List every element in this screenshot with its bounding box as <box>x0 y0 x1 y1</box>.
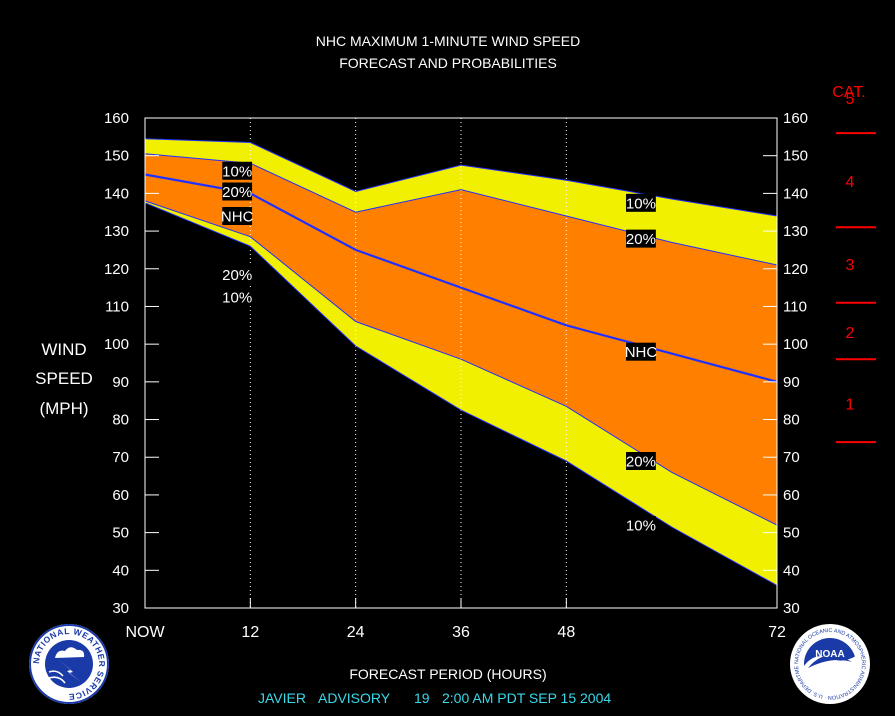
advisory-number: 19 <box>414 690 430 706</box>
y-axis-left: 30 40 50 60 70 80 90 100 110 120 130 140 150 160 <box>104 110 159 617</box>
lightning-icon <box>59 660 81 682</box>
band-upper-10pct <box>145 138 777 265</box>
plot-area: 10% 20% NHC 20% 10% 10% 20% NHC 20% 10% <box>144 117 778 609</box>
x-tick-label: 36 <box>452 624 470 641</box>
x-tick-label: 24 <box>347 624 365 641</box>
grid-lines <box>249 118 567 608</box>
y-tick-label-left: 30 <box>112 600 129 617</box>
series-line-upper-10pct <box>144 138 778 217</box>
nws-logo-inner-border <box>29 624 109 704</box>
y-axis-title-line3: (MPH) <box>39 399 88 418</box>
y-tick-label-left: 120 <box>104 261 129 278</box>
series-label-bg <box>222 182 253 201</box>
y-tick-label-left: 130 <box>104 223 129 240</box>
y-tick-label-left: 90 <box>112 374 129 391</box>
category-label-3: 3 <box>846 257 855 274</box>
y-tick-label-left: 40 <box>112 562 129 579</box>
series-label-nhc: NHC <box>221 209 254 226</box>
series-label-20pct: 20% <box>626 231 656 248</box>
series-label-bg <box>626 452 656 470</box>
series-label-bg <box>222 207 253 225</box>
x-tick-label: 48 <box>557 624 575 641</box>
series-labels: 10% 20% NHC 20% 10% 10% 20% NHC 20% 10% <box>221 161 658 535</box>
chart-title-line1: NHC MAXIMUM 1-MINUTE WIND SPEED <box>316 33 580 49</box>
category-header: CAT. <box>832 84 865 101</box>
nws-cloud-icon <box>55 647 85 658</box>
category-label-4: 4 <box>846 174 855 191</box>
y-axis-title-line1: WIND <box>41 340 86 359</box>
advisory-storm-name: JAVIER <box>258 690 306 706</box>
probability-bands <box>145 138 777 586</box>
y-tick-label-right: 90 <box>783 374 800 391</box>
y-tick-label-right: 110 <box>783 298 807 315</box>
y-tick-label-right: 120 <box>783 261 808 278</box>
y-tick-label-right: 100 <box>783 336 808 353</box>
series-label-bg <box>222 161 253 180</box>
series-label-10pct: 10% <box>626 195 656 212</box>
category-label-1: 1 <box>846 396 855 413</box>
y-tick-label-right: 150 <box>783 148 808 165</box>
series-line-lower-10pct <box>144 202 778 586</box>
y-tick-label-left: 150 <box>104 148 129 165</box>
advisory-time: 2:00 AM PDT SEP 15 2004 <box>442 690 611 706</box>
series-label-bg <box>626 516 656 535</box>
series-label-10pct: 10% <box>222 290 252 307</box>
saffir-simpson-categories: 5 4 3 2 1 <box>836 91 876 444</box>
y-tick-label-right: 40 <box>783 562 800 579</box>
noaa-bird-icon <box>808 655 852 668</box>
nws-wind-streaks-icon <box>48 670 66 684</box>
y-tick-label-right: 30 <box>783 600 800 617</box>
y-tick-label-right: 60 <box>783 487 800 504</box>
series-line-lower-20pct <box>144 200 778 526</box>
y-tick-label-right: 160 <box>783 110 808 127</box>
series-label-10pct: 10% <box>626 518 656 535</box>
y-tick-label-left: 140 <box>104 185 129 202</box>
x-tick-label: 72 <box>768 624 786 641</box>
series-label-20pct: 20% <box>222 267 252 284</box>
y-tick-label-left: 50 <box>112 525 129 542</box>
x-axis-title: FORECAST PERIOD (HOURS) <box>349 666 546 682</box>
advisory-label: ADVISORY <box>318 690 391 706</box>
series-label-bg <box>222 265 253 284</box>
y-tick-label-left: 110 <box>105 298 129 315</box>
y-axis-title-line2: SPEED <box>35 369 93 388</box>
y-axis-title: WIND SPEED (MPH) <box>35 340 93 418</box>
noaa-wave-icon <box>804 656 856 696</box>
series-label-bg <box>626 193 656 212</box>
band-lower-10pct <box>145 200 777 586</box>
series-label-bg <box>626 229 656 248</box>
band-20pct <box>145 153 777 526</box>
series-label-20pct: 20% <box>626 454 656 471</box>
noaa-logo-text: NOAA <box>815 649 844 660</box>
y-tick-label-left: 100 <box>104 336 129 353</box>
series-label-20pct: 20% <box>222 184 252 201</box>
x-tick-label: 12 <box>241 624 259 641</box>
advisory-line: JAVIER ADVISORY 19 2:00 AM PDT SEP 15 20… <box>258 690 611 706</box>
y-tick-label-right: 130 <box>783 223 808 240</box>
x-axis: NOW 12 24 36 48 72 <box>125 598 786 641</box>
series-label-bg <box>222 288 253 307</box>
y-tick-label-right: 80 <box>783 412 800 429</box>
noaa-logo: NATIONAL OCEANIC AND ATMOSPHERIC ADMINIS… <box>790 624 870 704</box>
y-tick-label-left: 160 <box>104 110 129 127</box>
y-tick-label-right: 50 <box>783 525 800 542</box>
series-label-bg <box>626 342 656 361</box>
y-tick-label-right: 70 <box>783 449 800 466</box>
y-tick-label-left: 80 <box>112 412 129 429</box>
y-tick-label-left: 60 <box>112 487 129 504</box>
y-axis-right: 30 40 50 60 70 80 90 100 110 120 130 140 150 160 <box>763 110 808 617</box>
category-label-5: 5 <box>846 91 855 108</box>
x-tick-label: NOW <box>125 624 165 641</box>
nws-logo-center <box>45 640 93 688</box>
series-label-nhc: NHC <box>625 344 658 361</box>
chart-title-line2: FORECAST AND PROBABILITIES <box>339 55 557 71</box>
series-label-10pct: 10% <box>222 163 252 180</box>
category-label-2: 2 <box>846 325 855 342</box>
nws-logo: NATIONAL WEATHER SERVICE <box>29 624 109 704</box>
y-tick-label-right: 140 <box>783 185 808 202</box>
y-tick-label-left: 70 <box>112 449 129 466</box>
